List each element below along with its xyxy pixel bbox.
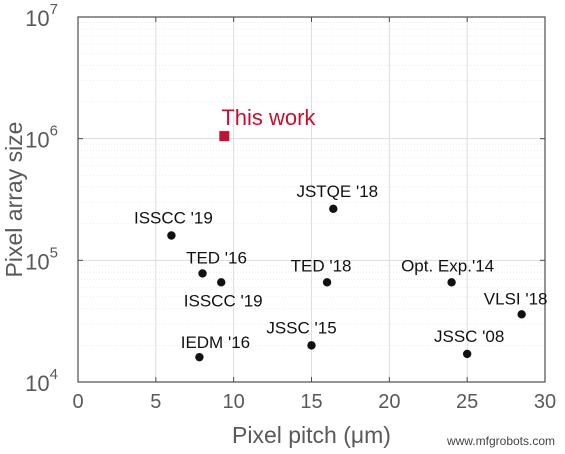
data-point-label: TED '18 xyxy=(291,256,352,275)
highlight-point xyxy=(219,131,229,141)
x-tick-label: 15 xyxy=(300,391,322,413)
x-tick-label: 20 xyxy=(378,391,400,413)
x-tick-label: 10 xyxy=(223,391,245,413)
data-point-label: IEDM '16 xyxy=(181,333,250,352)
data-point xyxy=(323,278,331,286)
axes: 0 5 10 15 20 25 30 104 105 106 107 Pixel pitch (μm)… xyxy=(1,1,556,448)
data-point xyxy=(517,310,525,318)
y-tick-label: 104 xyxy=(25,366,58,396)
data-point-label: JSTQE '18 xyxy=(296,182,378,201)
data-point-label: ISSCC '19 xyxy=(184,291,263,310)
y-tick-label: 107 xyxy=(25,1,58,31)
data-point-label: VLSI '18 xyxy=(484,289,548,308)
y-axis-label: Pixel array size xyxy=(1,122,27,278)
data-point-label: ISSCC '19 xyxy=(134,208,213,227)
watermark: www.mfgrobots.com xyxy=(447,434,555,448)
data-point xyxy=(167,231,175,239)
data-point-label: TED '16 xyxy=(186,248,247,267)
data-point-label: JSSC '08 xyxy=(434,327,504,346)
data-point-label: Opt. Exp.'14 xyxy=(401,256,494,275)
x-tick-label: 5 xyxy=(150,391,161,413)
x-axis-label: Pixel pitch (μm) xyxy=(232,422,391,448)
data-point xyxy=(198,269,206,277)
data-points: ISSCC '19 TED '16 ISSCC '19 IEDM '16 JSTQE '… xyxy=(134,105,548,361)
data-point-label: JSSC '15 xyxy=(266,318,336,337)
data-point xyxy=(307,341,315,349)
data-point xyxy=(329,205,337,213)
highlight-label: This work xyxy=(221,105,316,130)
y-tick-label: 106 xyxy=(25,123,58,153)
x-tick-label: 25 xyxy=(456,391,478,413)
x-tick-label: 0 xyxy=(72,391,83,413)
y-tick-label: 105 xyxy=(25,244,58,274)
data-point xyxy=(447,278,455,286)
data-point xyxy=(463,350,471,358)
x-tick-label: 30 xyxy=(534,391,556,413)
data-point xyxy=(217,278,225,286)
data-point xyxy=(195,353,203,361)
